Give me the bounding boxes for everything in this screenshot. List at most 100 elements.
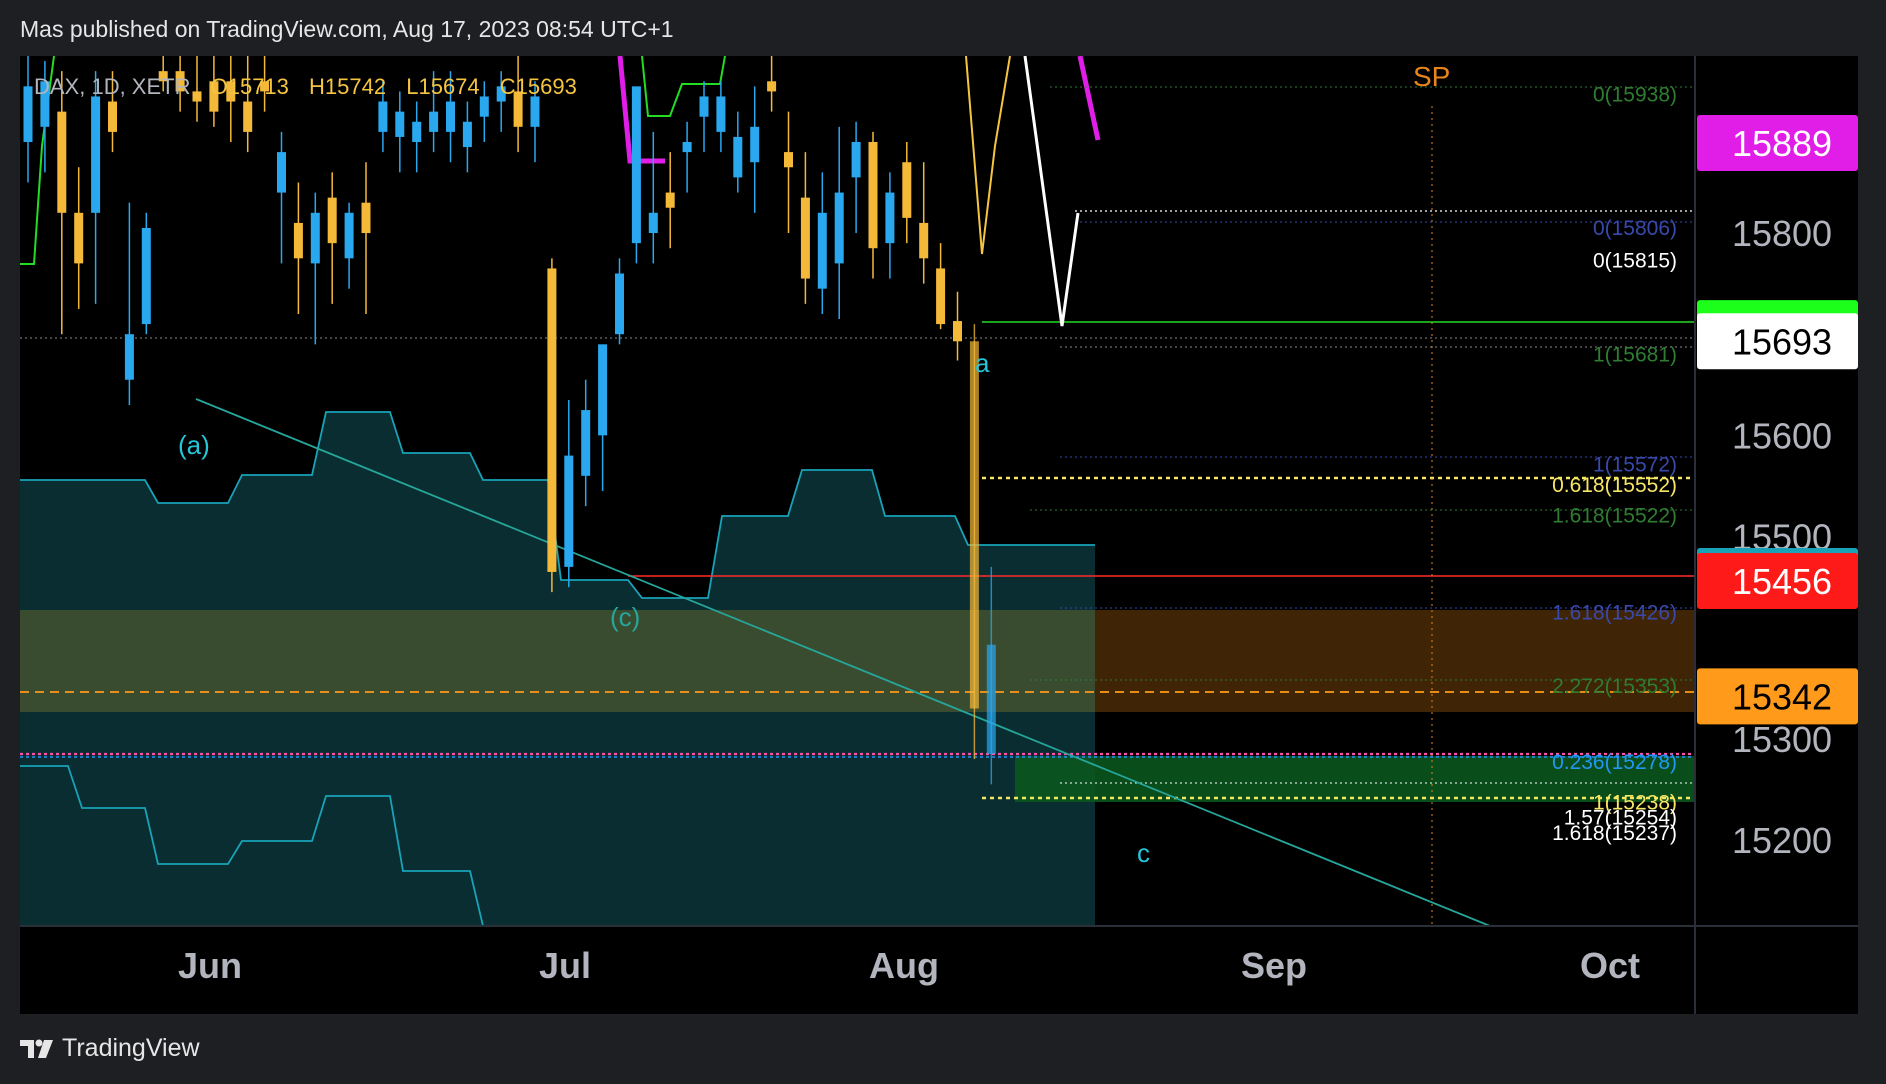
trendline-teal [195,398,1491,926]
candle [293,182,303,314]
candle [547,258,557,593]
candle-body [243,101,253,132]
candle [91,71,101,304]
candle-body [175,71,185,92]
candle-body [919,222,929,259]
fib-level-label: 1(15238) [1593,792,1677,815]
candle-body [885,192,895,244]
candle [243,56,253,153]
wave-label-a-paren: (a) [178,430,210,460]
candle [733,111,743,193]
candle [868,131,878,279]
price-badge: 15693 [1697,313,1858,370]
candle [158,56,168,92]
candle [395,91,405,173]
candle-body [513,91,523,127]
candle-body [446,101,455,132]
candle [919,162,929,284]
ohlc-close: C15693 [500,74,577,99]
price-chart[interactable]: SP a (a) (c) c 0(15938) 0(15806) 0(15815) 1… [20,56,1858,1014]
candle [462,101,472,173]
candle [969,324,979,760]
candle-body [564,455,574,567]
candle-body [260,81,270,92]
candle [23,56,33,183]
candle [412,101,422,173]
cloud-lower-line [20,765,484,926]
x-tick-label: Oct [1580,945,1640,986]
y-tick-label: 15200 [1732,820,1832,861]
candle [665,152,675,249]
fib-level-label: 0.618(15552) [1552,474,1677,497]
candle-body [23,86,33,142]
fib-level-label: 1.618(15426) [1552,601,1677,624]
candle-body [767,81,777,92]
candle-body [57,111,67,213]
fib-level-label: 0(15806) [1593,217,1677,240]
chart-area[interactable]: SP a (a) (c) c 0(15938) 0(15806) 0(15815) 1… [20,56,1858,1014]
candle [226,56,236,142]
candle-body [327,197,337,244]
candle-body [615,273,624,335]
candle [682,121,692,193]
x-tick-label: Sep [1241,945,1307,986]
candle [598,344,608,491]
candle [277,131,286,264]
candle [953,291,962,361]
candle-body [902,162,912,218]
candle-body [74,212,84,264]
candle [124,202,134,406]
candle-body [834,192,844,264]
annotation-layer: SP a (a) (c) c [178,61,1450,868]
candle [378,81,388,153]
candle [429,71,439,153]
fib-level-label: 0.236(15278) [1552,751,1677,774]
x-tick-label: Jun [178,945,242,986]
candle [851,121,861,234]
price-badge: 15342 [1697,668,1858,725]
candle [699,81,709,153]
candle [310,192,320,345]
candle-body [344,212,354,259]
candles-layer [23,56,996,785]
wave-label-a: a [975,348,990,378]
fib-level-label: 1.618(15522) [1552,504,1677,527]
price-badge: 15889 [1697,115,1858,171]
candle [327,172,337,304]
candle [817,172,827,314]
candle [564,399,574,588]
candle [885,172,895,279]
candle-body [209,81,219,112]
candle-body [631,86,641,244]
candle-body [936,268,946,325]
candle [513,56,523,153]
candle-body [598,344,608,436]
candle [479,81,489,142]
wave-line-yellow [965,56,1011,255]
candle [108,71,117,153]
tradingview-logo[interactable]: TradingView [20,1034,200,1063]
x-tick-label: Jul [539,945,591,986]
fib-level-label: 1(15572) [1593,454,1677,477]
candle [192,56,202,122]
y-tick-label: 15300 [1732,719,1832,760]
candle-body [699,96,709,117]
candle [260,56,270,112]
candle-body [665,192,675,208]
symbol-legend: DAX, 1D, XETR O15713 H15742 L15674 C1569… [34,74,577,99]
time-axis[interactable]: Jun Jul Aug Sep Oct [20,925,1858,986]
candle-body [158,71,168,82]
candle-body [851,141,861,178]
ohlc-open: O15713 [211,74,289,99]
candle-body [784,152,793,168]
candle [750,86,760,213]
candle [834,126,844,320]
price-badge: 15456 [1697,553,1858,610]
candle-body [141,227,151,325]
candle [40,61,50,173]
candle [57,71,67,335]
candle [902,141,912,244]
price-badge-label: 15456 [1732,561,1832,602]
candle [581,379,591,507]
